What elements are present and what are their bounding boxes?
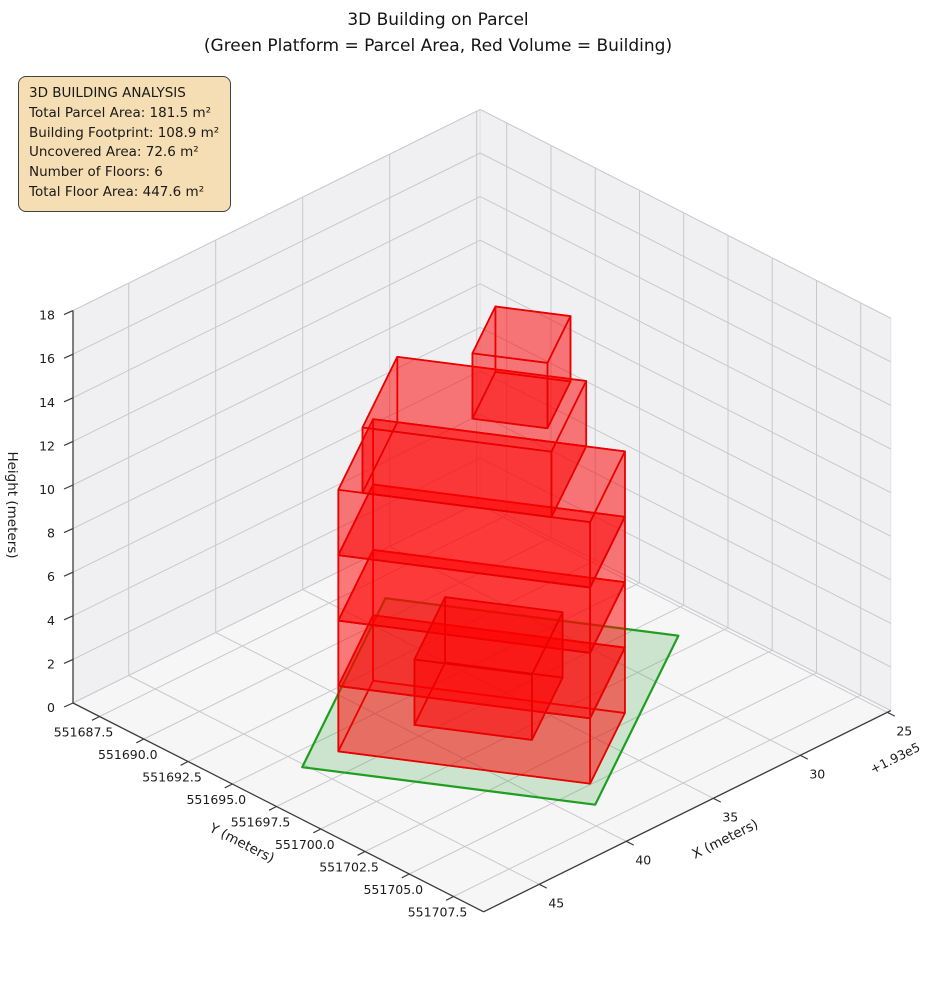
z-tick-label: 4: [47, 613, 55, 628]
y-tick-label: 551707.5: [408, 905, 468, 920]
x-tick-label: 25: [896, 723, 912, 738]
y-tick-label: 551702.5: [319, 860, 379, 875]
x-tick-label: 40: [635, 852, 651, 867]
x-axis-offset-text: +1.93e5: [868, 739, 923, 776]
z-tick-label: 12: [39, 438, 55, 453]
x-tick-label: 35: [722, 809, 738, 824]
annotation-line-parcel-area: Total Parcel Area: 181.5 m²: [29, 104, 212, 121]
annotation-line-footprint: Building Footprint: 108.9 m²: [29, 124, 220, 141]
z-tick-label: 6: [47, 569, 55, 584]
building-volume: [337, 305, 626, 785]
z-tick-label: 10: [39, 482, 55, 497]
building-face-annex: [413, 596, 564, 676]
parcel-platform: [301, 597, 680, 806]
z-tick-label: 18: [39, 308, 55, 323]
building-face-floor-6: [471, 305, 572, 364]
building-face-floor-6: [471, 352, 549, 430]
y-tick-label: 551690.0: [98, 747, 158, 762]
z-tick-label: 0: [47, 700, 55, 715]
z-axis-label: Height (meters): [4, 451, 20, 558]
y-tick-label: 551705.0: [363, 882, 423, 897]
chart-title-line2: (Green Platform = Parcel Area, Red Volum…: [203, 36, 673, 56]
y-tick-label: 551692.5: [142, 770, 202, 785]
y-tick-label: 551695.0: [186, 792, 246, 807]
z-tick-label: 14: [39, 395, 55, 410]
annotation-line-floor-area: Total Floor Area: 447.6 m²: [29, 183, 205, 200]
pane-grid: [72, 108, 892, 913]
x-tick-label: 30: [809, 766, 825, 781]
analysis-annotation: 3D BUILDING ANALYSIS Total Parcel Area: …: [18, 76, 232, 212]
z-tick-label: 8: [47, 526, 55, 541]
parcel-polygon: [301, 597, 680, 806]
y-tick-label: 551697.5: [231, 815, 291, 830]
x-tick-label: 45: [548, 895, 564, 910]
z-tick-label: 16: [39, 351, 55, 366]
annotation-line-floors: Number of Floors: 6: [29, 164, 163, 181]
z-tick-label: 2: [47, 656, 55, 671]
y-tick-label: 551687.5: [54, 725, 114, 740]
y-tick-label: 551700.0: [275, 837, 335, 852]
chart-title: 3D Building on Parcel (Green Platform = …: [204, 7, 672, 59]
building-face-floor-5: [361, 355, 588, 453]
chart-title-line1: 3D Building on Parcel: [347, 10, 529, 30]
annotation-heading: 3D BUILDING ANALYSIS: [29, 85, 186, 101]
annotation-line-uncovered: Uncovered Area: 72.6 m²: [29, 144, 199, 161]
